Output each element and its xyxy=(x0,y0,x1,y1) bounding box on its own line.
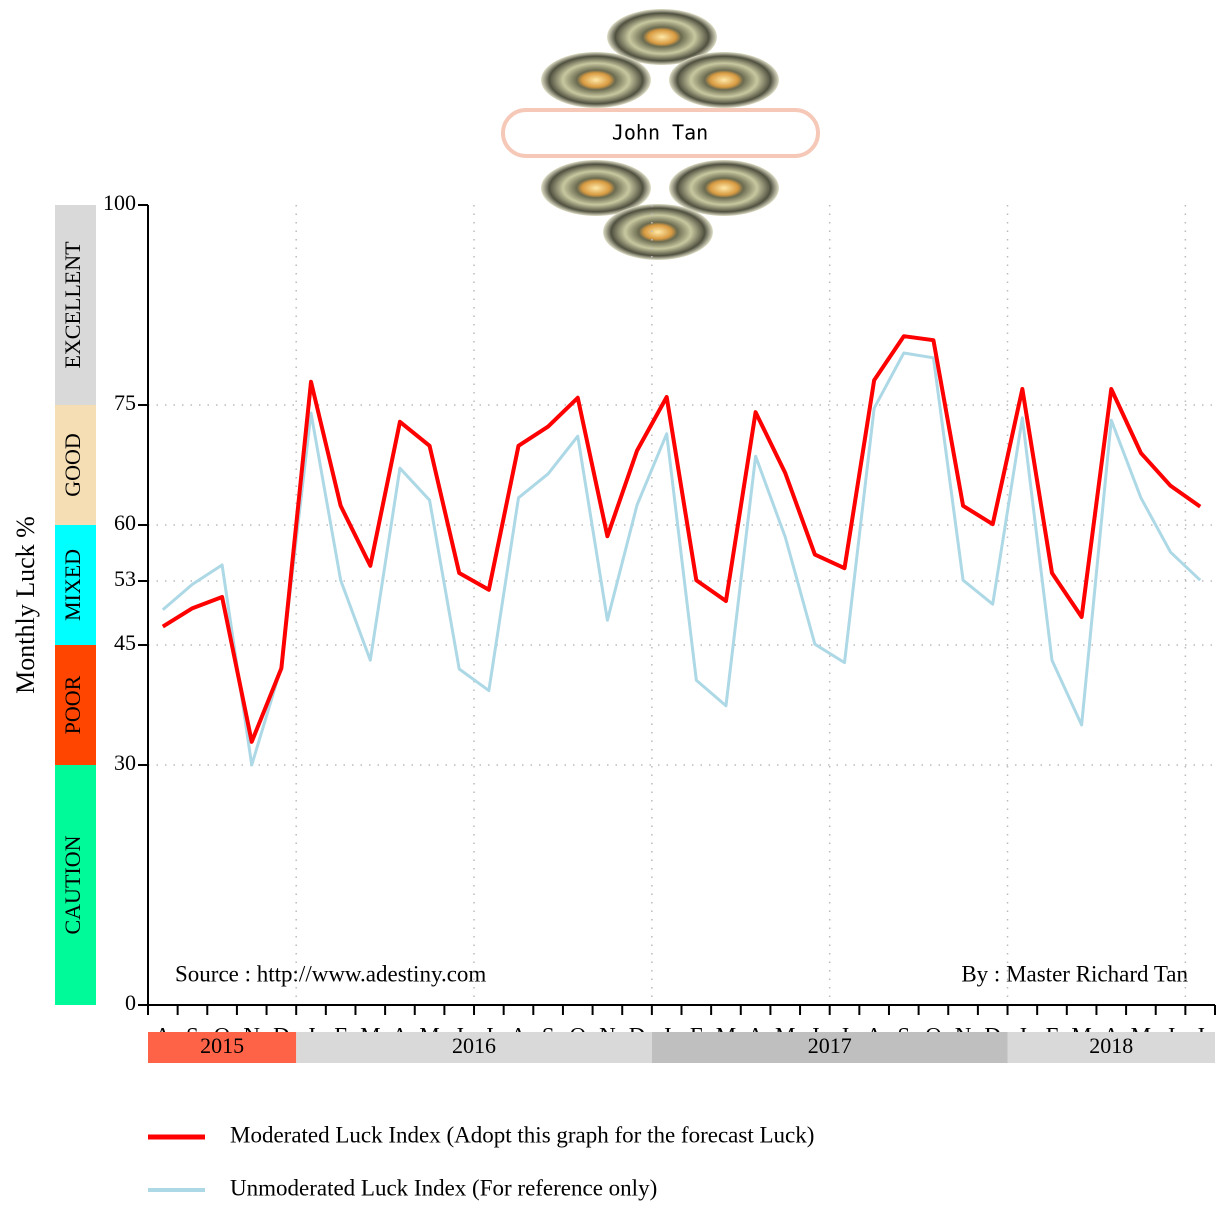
year-band xyxy=(651,1032,1008,1063)
year-band xyxy=(296,1032,652,1063)
year-label: 2017 xyxy=(808,1033,852,1058)
badge: John Tan xyxy=(501,9,820,260)
year-label: 2015 xyxy=(200,1033,244,1058)
y-tick-label: 100 xyxy=(103,190,136,215)
year-label: 2018 xyxy=(1089,1033,1133,1058)
author-note: By : Master Richard Tan xyxy=(961,961,1188,986)
data-line xyxy=(161,334,1202,744)
zone-band xyxy=(55,405,96,525)
source-note: Source : http://www.adestiny.com xyxy=(175,961,486,986)
zone-band xyxy=(55,525,96,645)
year-band xyxy=(1007,1032,1215,1063)
zone-band xyxy=(55,205,96,405)
legend-label: Moderated Luck Index (Adopt this graph f… xyxy=(230,1122,814,1147)
zone-label: POOR xyxy=(60,675,85,734)
person-name: John Tan xyxy=(612,121,708,145)
y-tick-label: 53 xyxy=(114,566,136,591)
zone-band xyxy=(55,765,96,1005)
zone-band xyxy=(55,645,96,765)
y-tick-label: 45 xyxy=(114,630,136,655)
zone-label: GOOD xyxy=(60,433,85,497)
y-axis-label: Monthly Luck % xyxy=(11,516,40,694)
legend-label: Unmoderated Luck Index (For reference on… xyxy=(230,1175,657,1200)
y-tick-label: 0 xyxy=(125,990,136,1015)
y-tick-label: 75 xyxy=(114,390,136,415)
zone-label: MIXED xyxy=(60,549,85,621)
zone-label: CAUTION xyxy=(60,835,85,934)
year-label: 2016 xyxy=(452,1033,496,1058)
y-tick-label: 60 xyxy=(114,510,136,535)
data-line xyxy=(161,351,1202,767)
y-tick-label: 30 xyxy=(114,750,136,775)
zone-label: EXCELLENT xyxy=(60,241,85,369)
year-band xyxy=(148,1032,297,1063)
